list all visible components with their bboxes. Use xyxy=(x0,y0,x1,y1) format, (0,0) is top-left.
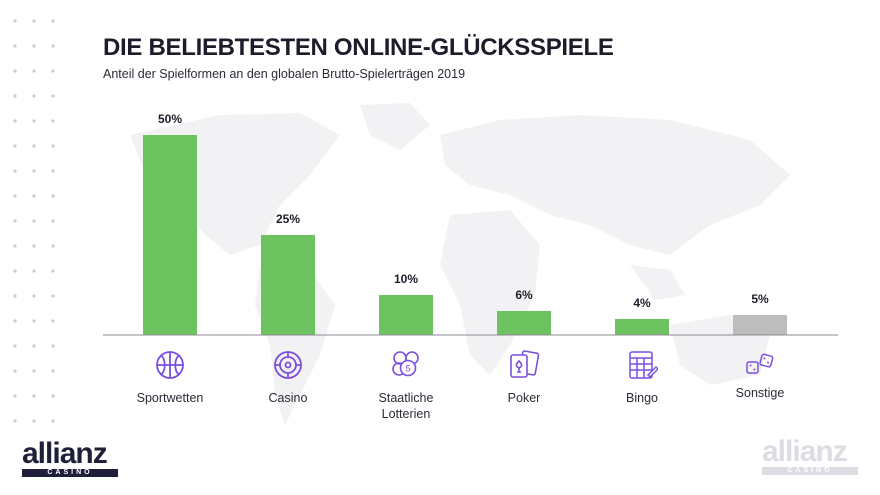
category-label-sportwetten: Sportwetten xyxy=(136,391,204,405)
bingo-card-icon xyxy=(629,351,658,379)
dot-grid-decoration xyxy=(13,19,55,423)
chart-title: DIE BELIEBTESTEN ONLINE-GLÜCKSSPIELE xyxy=(103,34,614,61)
chart-subtitle: Anteil der Spielformen an den globalen B… xyxy=(103,67,466,81)
basketball-icon xyxy=(156,351,184,379)
data-label-staatliche-lotterien: 10% xyxy=(394,272,418,286)
data-label-poker: 6% xyxy=(515,288,533,302)
data-label-casino: 25% xyxy=(276,212,300,226)
data-label-sportwetten: 50% xyxy=(158,112,182,126)
bar-casino xyxy=(261,235,315,335)
playing-cards-icon xyxy=(510,350,540,378)
allianz-casino-logo-watermark: allianz CASINO xyxy=(762,437,858,475)
category-label-poker: Poker xyxy=(507,391,541,405)
bar-poker xyxy=(497,311,551,335)
bar-sonstige xyxy=(733,315,787,335)
bar-staatliche-lotterien xyxy=(379,295,433,335)
allianz-casino-logo: allianz CASINO xyxy=(22,439,118,477)
data-label-bingo: 4% xyxy=(633,296,651,310)
dice-icon xyxy=(746,353,774,374)
category-label-bingo: Bingo xyxy=(626,391,658,405)
roulette-wheel-icon xyxy=(274,351,302,379)
category-label-casino: Casino xyxy=(268,391,308,405)
lottery-balls-icon: 5 xyxy=(392,351,419,377)
category-label-lotterien: Staatliche Lotterien xyxy=(378,391,434,421)
category-label-sonstige: Sonstige xyxy=(735,386,785,400)
svg-text:5: 5 xyxy=(405,364,410,374)
data-label-sonstige: 5% xyxy=(751,292,769,306)
bar-bingo xyxy=(615,319,669,335)
bar-sportwetten xyxy=(143,135,197,335)
